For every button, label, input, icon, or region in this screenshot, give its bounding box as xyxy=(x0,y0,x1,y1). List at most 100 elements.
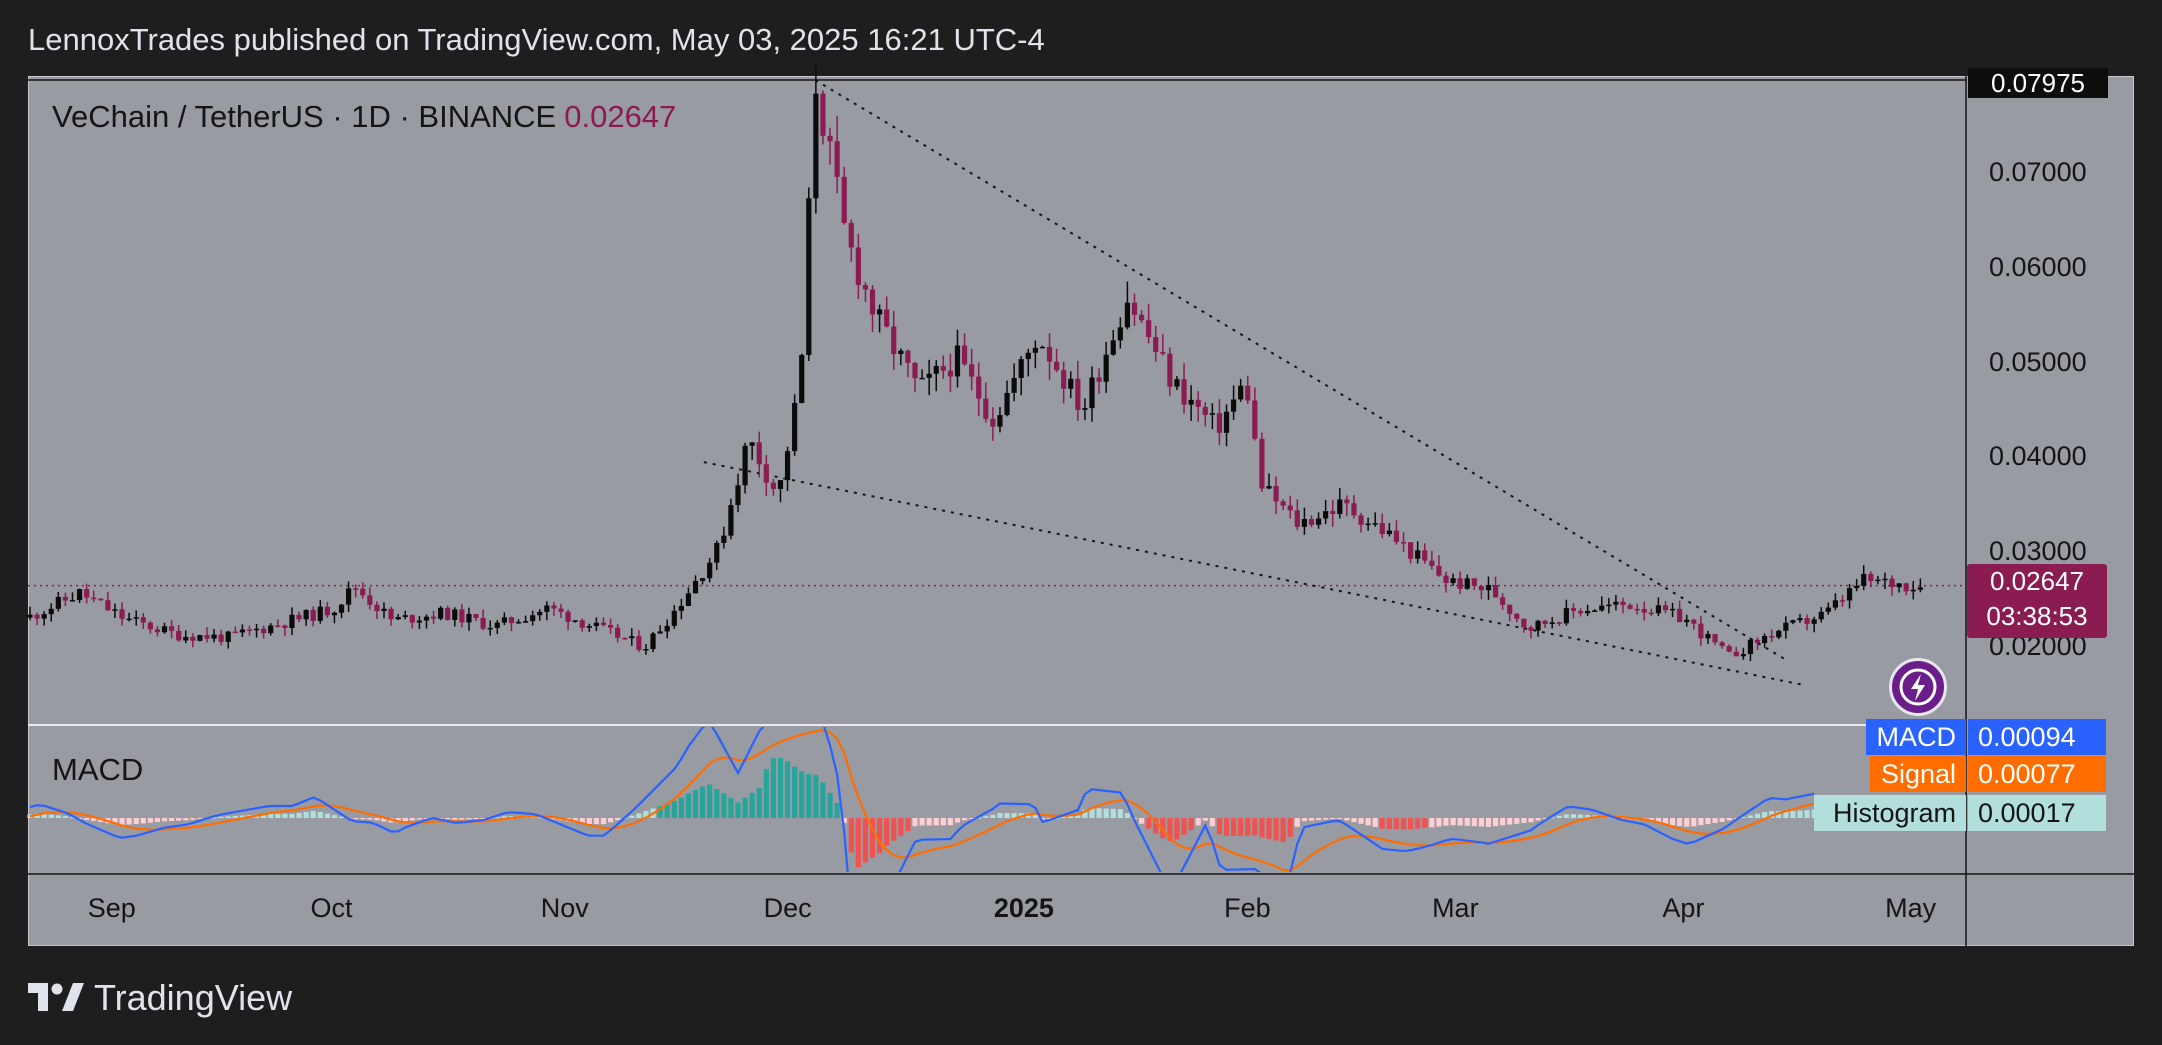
macd-histogram-bar xyxy=(303,811,309,818)
macd-histogram-bar xyxy=(1457,818,1463,826)
candle-body xyxy=(692,580,699,594)
macd-histogram-bar xyxy=(551,818,557,820)
symbol-legend[interactable]: VeChain / TetherUS · 1D · BINANCE 0.02647 xyxy=(52,99,676,135)
macd-histogram-bar xyxy=(586,818,592,825)
candle-body xyxy=(1507,604,1513,614)
macd-histogram-bar xyxy=(615,818,621,821)
macd-histogram-bar xyxy=(261,814,267,818)
tradingview-logo[interactable]: TradingView xyxy=(28,977,292,1018)
macd-histogram-bar xyxy=(671,801,677,818)
macd-histogram-bar xyxy=(820,782,826,818)
candle-body xyxy=(997,415,1003,427)
candle-body xyxy=(126,618,132,621)
candle-body xyxy=(459,609,465,623)
candle-body xyxy=(1344,499,1350,504)
candle-body xyxy=(728,505,734,536)
candle-body xyxy=(430,616,437,619)
macd-histogram-bar xyxy=(629,815,635,818)
candle-body xyxy=(1910,589,1916,592)
macd-histogram-bar xyxy=(324,813,330,818)
macd-histogram-bar xyxy=(1804,810,1810,818)
candle-body xyxy=(1712,634,1718,643)
macd-histogram-bar xyxy=(190,818,196,820)
macd-histogram-bar xyxy=(1344,818,1350,821)
macd-histogram-bar xyxy=(1585,814,1591,818)
candle-body xyxy=(622,637,628,640)
candle-body xyxy=(452,609,458,620)
candle-body xyxy=(34,614,40,619)
candle-body xyxy=(515,621,522,624)
macd-histogram-bar xyxy=(161,818,168,822)
macd-histogram-bar xyxy=(48,814,54,818)
candle-body xyxy=(1238,385,1244,400)
candle-body xyxy=(1082,408,1088,410)
candle-body xyxy=(473,613,479,618)
macd-histogram-bar xyxy=(1323,818,1329,820)
candle-body xyxy=(1868,573,1874,582)
candle-body xyxy=(954,345,961,377)
macd-histogram-bar xyxy=(1500,818,1506,826)
candle-body xyxy=(105,600,111,611)
candle-body xyxy=(1450,578,1456,584)
candle-body xyxy=(1011,377,1017,393)
macd-histogram-bar xyxy=(1691,818,1697,827)
macd-histogram-bar xyxy=(1223,818,1230,836)
macd-histogram-bar xyxy=(714,788,720,818)
candle-body xyxy=(947,370,953,377)
alert-bolt-icon[interactable] xyxy=(1889,658,1947,716)
candle-body xyxy=(218,634,224,642)
candle-body xyxy=(1266,486,1272,489)
candle-body xyxy=(324,606,330,616)
macd-histogram-bar xyxy=(700,786,706,818)
candle-body xyxy=(1195,399,1201,407)
candle-body xyxy=(714,542,720,563)
macd-histogram-bar xyxy=(473,818,479,819)
macd-histogram-bar xyxy=(1365,818,1371,826)
macd-histogram-bar xyxy=(1167,818,1173,841)
candle-body xyxy=(1103,354,1109,382)
macd-histogram-bar xyxy=(1245,818,1251,836)
candle-body xyxy=(48,608,54,615)
macd-histogram-bar xyxy=(1138,818,1145,824)
macd-histogram-bar xyxy=(416,818,422,820)
signal-line xyxy=(29,729,1815,872)
candle-body xyxy=(1308,518,1315,525)
candle-body xyxy=(423,616,430,621)
macd-histogram-bar xyxy=(1252,818,1258,836)
high-price-tag: 0.07975 xyxy=(1968,68,2108,98)
candle-body xyxy=(1613,601,1619,605)
macd-histogram-bar xyxy=(183,818,189,821)
macd-histogram-bar xyxy=(1160,818,1166,839)
macd-tag-value: 0.00094 xyxy=(1968,719,2106,755)
candle-body xyxy=(593,622,599,627)
macd-tag-name: Histogram xyxy=(1814,795,1966,831)
macd-histogram-bar xyxy=(1450,818,1456,826)
macd-histogram-bar xyxy=(593,818,599,825)
candle-body xyxy=(275,625,281,627)
macd-histogram-bar xyxy=(501,816,507,818)
time-axis-label: Oct xyxy=(310,893,353,923)
candle-body xyxy=(523,621,529,623)
macd-histogram-bar xyxy=(55,815,61,818)
candle-body xyxy=(1896,583,1902,588)
candle-body xyxy=(147,622,153,630)
macd-histogram-bar xyxy=(1103,808,1109,818)
candle-body xyxy=(1542,620,1548,625)
candle-body xyxy=(494,622,500,628)
macd-histogram-bar xyxy=(1769,811,1775,818)
macd-histogram-bar xyxy=(1570,814,1577,818)
macd-title[interactable]: MACD xyxy=(52,752,144,787)
macd-histogram-bar xyxy=(983,816,989,818)
macd-histogram-bar xyxy=(1669,818,1676,826)
macd-histogram-bar xyxy=(1790,811,1796,818)
macd-histogram-bar xyxy=(119,818,125,825)
bar-countdown: 03:38:53 xyxy=(1986,601,2088,631)
macd-histogram-bar xyxy=(310,810,316,818)
macd-histogram-bar xyxy=(1606,817,1612,819)
macd-histogram-bar xyxy=(912,818,918,827)
candle-body xyxy=(1776,630,1782,638)
candle-body xyxy=(607,625,614,628)
candle-body xyxy=(926,373,932,378)
candle-body xyxy=(225,631,231,642)
